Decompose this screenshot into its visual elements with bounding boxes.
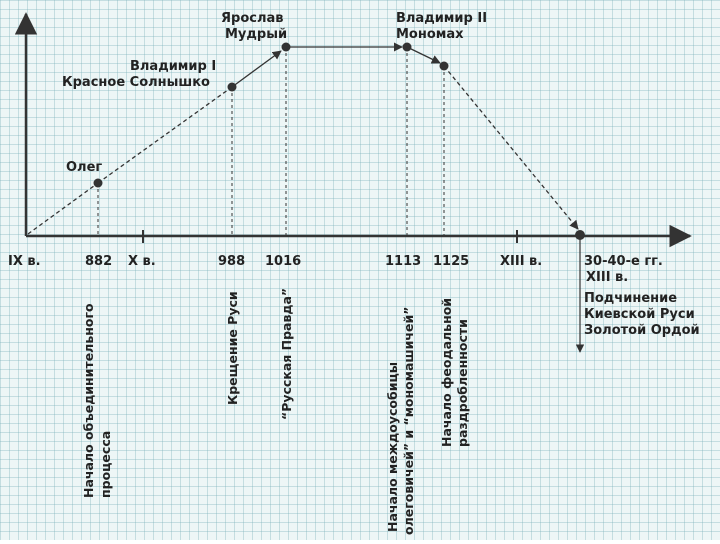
timeline-label-1230s-1240s: 30-40-е гг. bbox=[584, 254, 663, 269]
trend-segment-1 bbox=[27, 182, 99, 235]
ruler-label-monomakh-line2: Мономах bbox=[396, 27, 464, 42]
trend-segment-5 bbox=[406, 46, 441, 64]
ruler-label-yaroslav-line1: Ярослав bbox=[221, 11, 283, 26]
timeline-label-1016: 1016 bbox=[265, 254, 301, 269]
timeline-label-882: 882 bbox=[85, 254, 112, 269]
timeline-label-9th-century: IX в. bbox=[8, 254, 41, 269]
event-label-1125-line1: Начало феодальной bbox=[439, 298, 454, 447]
ruler-label-vladimir1-line1: Владимир I bbox=[130, 59, 216, 74]
ruler-label-yaroslav-line2: Мудрый bbox=[225, 27, 287, 42]
event-label-882-line2: процесса bbox=[98, 431, 113, 498]
final-note-line4: Золотой Ордой bbox=[584, 323, 700, 338]
final-note-line3: Киевской Руси bbox=[584, 307, 695, 322]
ruler-label-oleg: Олег bbox=[66, 160, 102, 175]
point-final bbox=[575, 230, 585, 240]
point-988 bbox=[227, 82, 237, 92]
timeline-label-10th-century: X в. bbox=[128, 254, 156, 269]
event-label-1113-line2: олеговичей” и “мономашичей” bbox=[401, 307, 416, 535]
trend-segment-2 bbox=[97, 86, 233, 184]
event-label-1125-line2: раздробленности bbox=[455, 319, 470, 447]
point-1113 bbox=[402, 42, 412, 52]
event-label-988: Крещение Руси bbox=[225, 291, 240, 405]
event-label-1113-line1: Начало междоусобицы bbox=[385, 362, 400, 532]
final-note-line2: Подчинение bbox=[584, 291, 677, 306]
timeline-label-1125: 1125 bbox=[433, 254, 469, 269]
trend-segment-3 bbox=[231, 50, 282, 88]
trend-segment-6 bbox=[443, 65, 579, 230]
event-label-882-line1: Начало объединительного bbox=[81, 303, 96, 498]
ruler-label-vladimir1-line2: Красное Солнышко bbox=[62, 75, 210, 90]
event-label-1016: “Русская Правда” bbox=[279, 288, 294, 420]
timeline-label-988: 988 bbox=[218, 254, 245, 269]
point-882 bbox=[93, 178, 103, 188]
timeline-label-13th-century: XIII в. bbox=[500, 254, 542, 269]
timeline-label-1113: 1113 bbox=[385, 254, 421, 269]
point-1125 bbox=[439, 61, 449, 71]
ruler-label-monomakh-line1: Владимир II bbox=[396, 11, 487, 26]
final-note-line1: XIII в. bbox=[586, 270, 628, 285]
point-1016 bbox=[281, 42, 291, 52]
